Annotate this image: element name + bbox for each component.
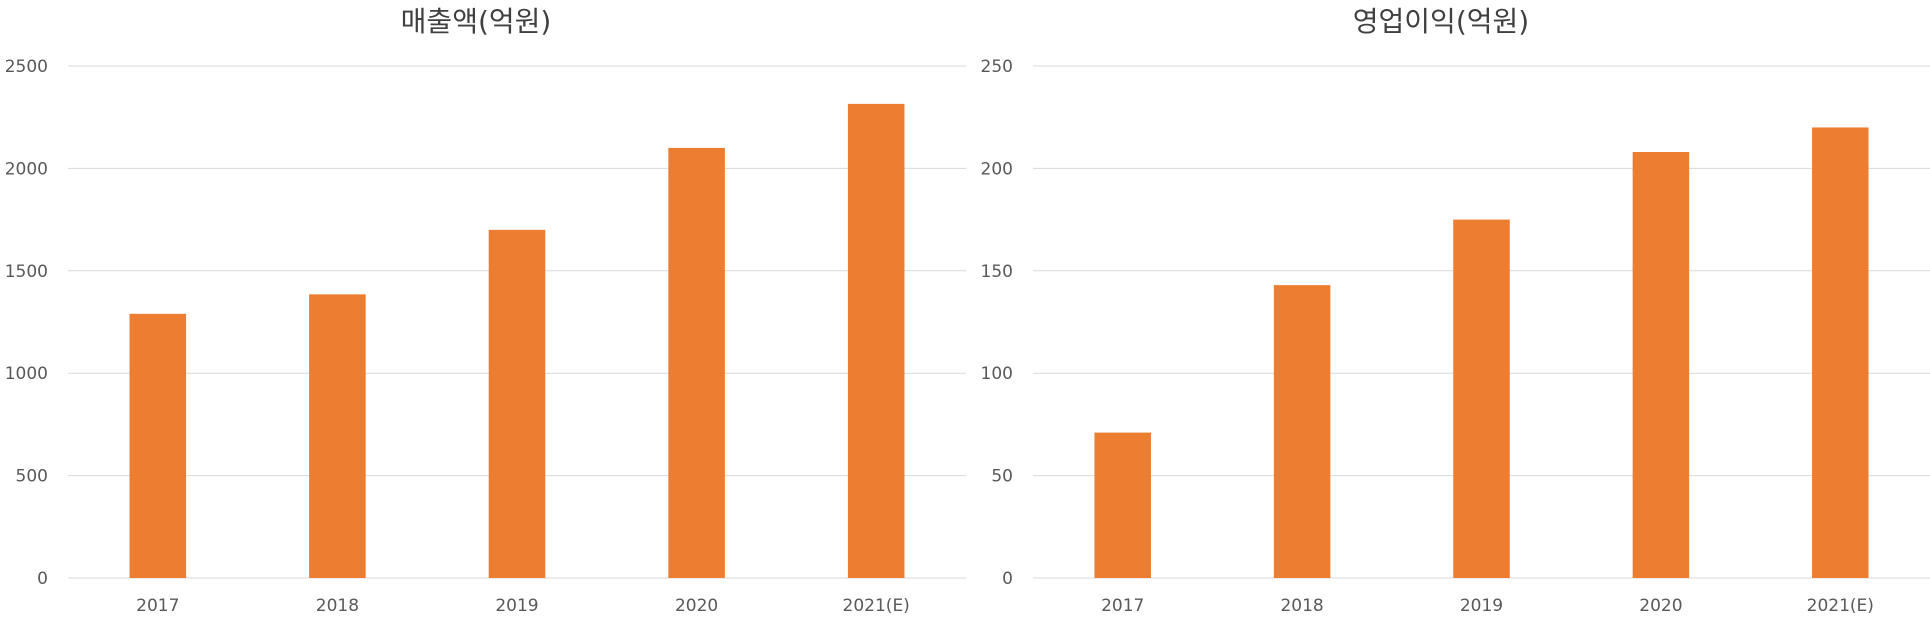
- x-category-label: 2020: [675, 596, 718, 616]
- y-tick-label: 0: [1002, 569, 1013, 589]
- bar-2017: [129, 313, 187, 578]
- y-tick-label: 500: [16, 467, 48, 487]
- chart-title: 매출액(억원): [401, 5, 552, 38]
- y-tick-label: 1000: [5, 364, 48, 384]
- bar-2019: [1453, 219, 1510, 578]
- x-category-label: 2019: [495, 596, 538, 616]
- bar-2020: [668, 147, 725, 579]
- x-category-label: 2021(E): [1807, 596, 1874, 616]
- x-category-label: 2018: [1280, 596, 1323, 616]
- bar-2018: [309, 294, 366, 578]
- x-category-label: 2017: [136, 596, 179, 616]
- x-category-label: 2021(E): [843, 596, 910, 616]
- bar-2021(E): [1812, 127, 1869, 578]
- x-category-label: 2018: [316, 596, 359, 616]
- y-tick-label: 50: [991, 467, 1013, 487]
- x-category-label: 2019: [1460, 596, 1503, 616]
- y-tick-label: 2000: [5, 159, 48, 179]
- x-category-label: 2017: [1101, 596, 1144, 616]
- bar-2020: [1632, 152, 1690, 579]
- y-tick-label: 1500: [5, 262, 48, 282]
- y-tick-label: 250: [981, 57, 1013, 77]
- y-tick-label: 0: [37, 569, 48, 589]
- bar-2017: [1094, 432, 1151, 578]
- bar-2021(E): [847, 103, 905, 578]
- x-category-label: 2020: [1639, 596, 1682, 616]
- y-tick-label: 2500: [5, 57, 48, 77]
- bar-2018: [1273, 285, 1331, 578]
- bar-2019: [488, 229, 546, 578]
- y-tick-label: 200: [981, 159, 1013, 179]
- chart-title: 영업이익(억원): [1353, 5, 1529, 38]
- y-tick-label: 150: [981, 262, 1013, 282]
- y-tick-label: 100: [981, 364, 1013, 384]
